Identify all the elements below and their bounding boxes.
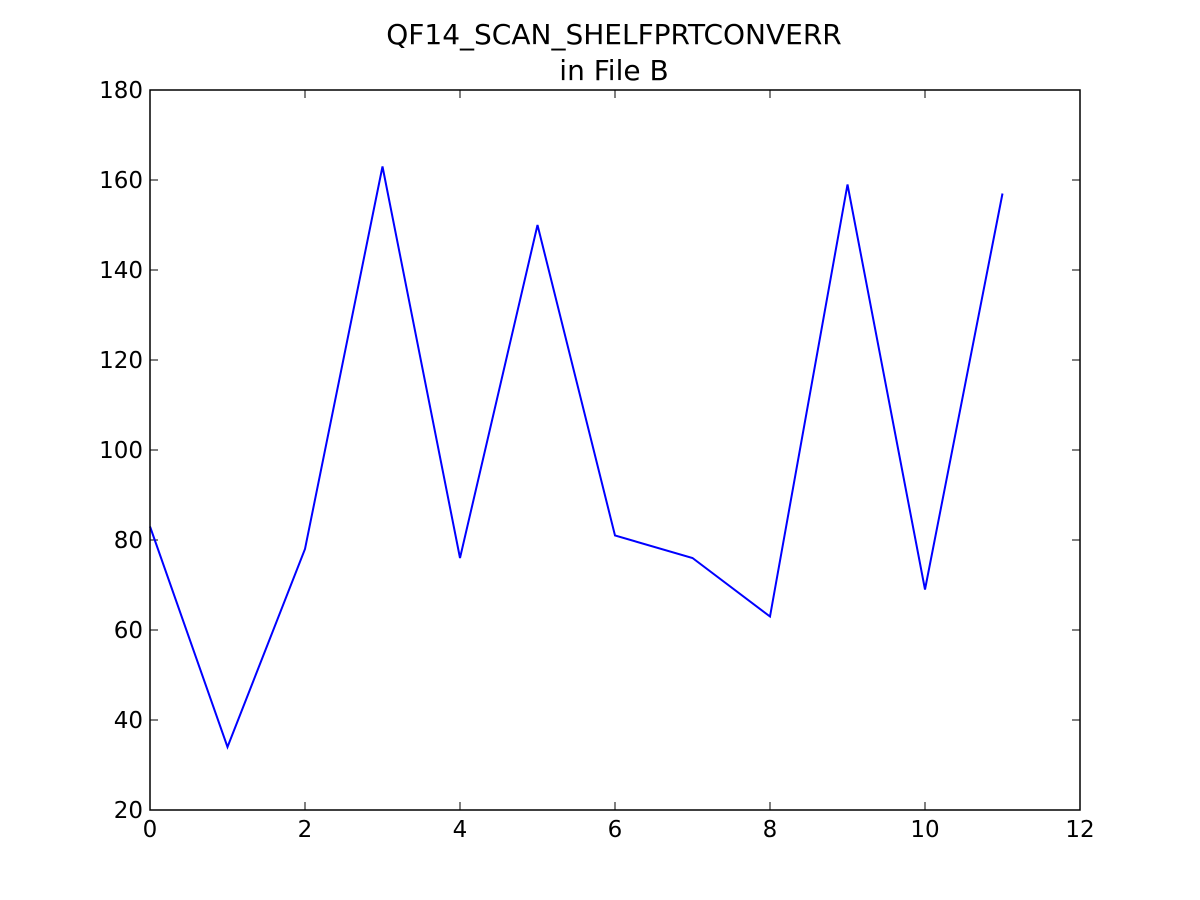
y-tick-label: 60 — [114, 618, 143, 644]
series-line-0 — [149, 166, 1004, 750]
tick-labels: 0 2 4 6 8 10 12 20 40 60 80 100 120 140 160 180 — [99, 78, 1095, 843]
x-tick-label: 12 — [1065, 817, 1094, 843]
chart-title-line-1: QF14_SCAN_SHELFPRTCONVERR — [386, 18, 841, 51]
y-tick-label: 40 — [114, 708, 143, 734]
x-tick-label: 8 — [763, 817, 778, 843]
x-tick-label: 4 — [453, 817, 468, 843]
x-tick-label: 10 — [910, 817, 939, 843]
y-tick-label: 80 — [114, 528, 143, 554]
x-tick-label: 0 — [143, 817, 158, 843]
y-tick-label: 180 — [99, 78, 143, 104]
axis-ticks — [149, 89, 1081, 811]
x-tick-label: 2 — [298, 817, 313, 843]
series-layer — [149, 166, 1004, 750]
chart-title-line-2: in File B — [559, 54, 668, 87]
y-tick-label: 100 — [99, 438, 143, 464]
x-tick-label: 6 — [608, 817, 623, 843]
y-tick-label: 20 — [114, 798, 143, 824]
y-tick-label: 120 — [99, 348, 143, 374]
y-tick-label: 140 — [99, 258, 143, 284]
plot-area-frame — [149, 89, 1081, 811]
y-tick-label: 160 — [99, 168, 143, 194]
